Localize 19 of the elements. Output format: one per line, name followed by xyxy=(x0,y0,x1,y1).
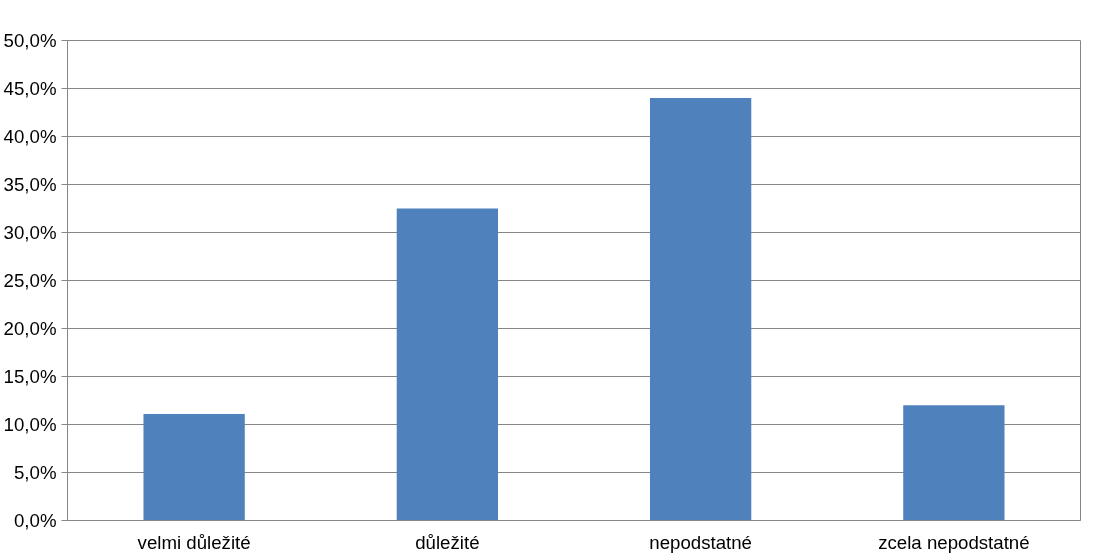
y-tick-label: 40,0% xyxy=(3,126,57,147)
y-tick-label: 0,0% xyxy=(13,510,57,531)
bar xyxy=(903,405,1005,521)
y-tick-label: 50,0% xyxy=(3,30,57,51)
bar xyxy=(396,208,499,521)
x-tick-label: zcela nepodstatné xyxy=(878,531,1030,553)
y-tick-label: 25,0% xyxy=(3,270,57,291)
bar xyxy=(649,98,752,521)
y-tick-label: 10,0% xyxy=(3,414,57,435)
y-tick-label: 20,0% xyxy=(3,318,57,339)
y-tick-label: 15,0% xyxy=(3,366,57,387)
x-tick-label: důležité xyxy=(415,531,480,553)
y-tick-label: 45,0% xyxy=(3,78,57,99)
x-tick-label: nepodstatné xyxy=(649,531,752,553)
x-tick-label: velmi důležité xyxy=(137,531,251,553)
bar xyxy=(143,413,245,521)
y-tick-label: 5,0% xyxy=(13,462,57,483)
y-tick-label: 35,0% xyxy=(3,174,57,195)
y-tick-label: 30,0% xyxy=(3,222,57,243)
